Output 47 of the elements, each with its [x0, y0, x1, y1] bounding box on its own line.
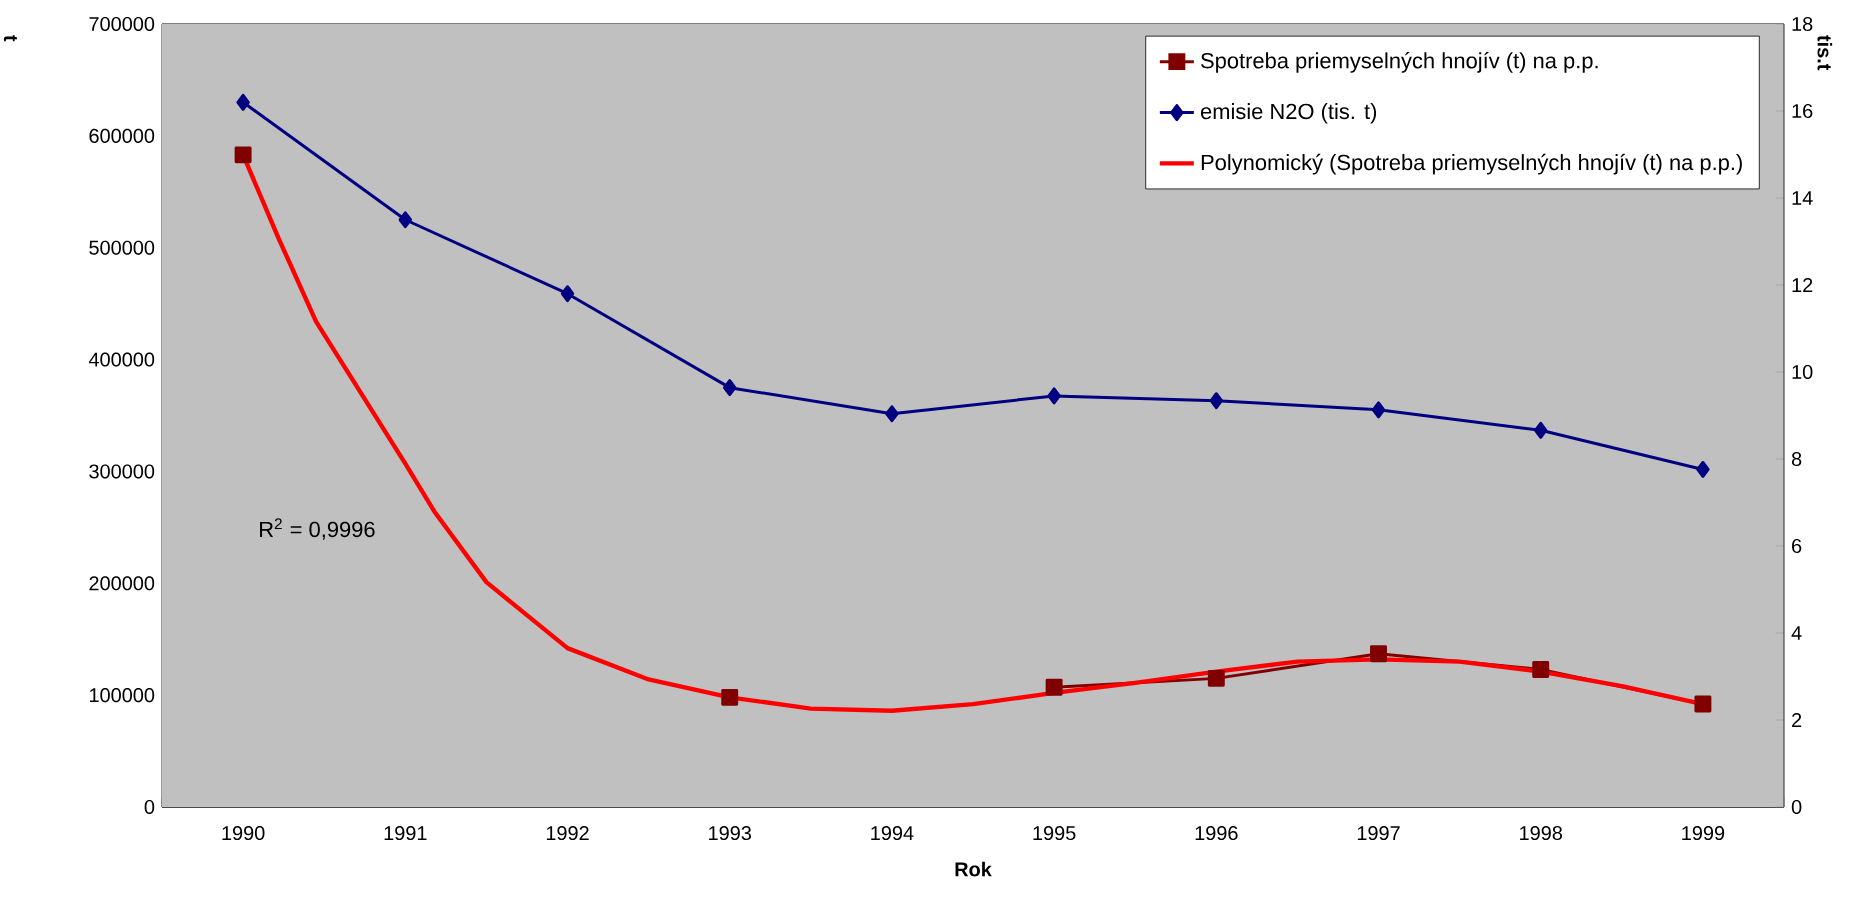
annotation: R$^{2}$ = 0,9996 — [260, 518, 375, 540]
point — [885, 405, 899, 423]
point — [236, 93, 250, 111]
point — [1696, 460, 1710, 478]
point — [1533, 421, 1548, 439]
x-tick-label: 1991 — [384, 826, 427, 841]
y-tick-label: 0 — [144, 799, 155, 815]
y2-tick-label: 6 — [1792, 538, 1802, 554]
x-tick-label: 1999 — [1682, 826, 1725, 841]
y-tick-label: 300000 — [89, 464, 155, 479]
point — [560, 285, 575, 303]
x-tick-label: 1992 — [546, 826, 589, 841]
point — [721, 688, 739, 706]
y-tick-label: 500000 — [89, 240, 155, 255]
y2-tick-label: 14 — [1792, 191, 1813, 205]
x-tick-label: 1994 — [871, 826, 914, 841]
y2-tick-label: 10 — [1792, 364, 1813, 380]
y2-tick-label: 0 — [1791, 799, 1802, 815]
y-tick-label: 100000 — [90, 688, 155, 703]
legend-label: Spotreba priemyselných hnojív (t) na p.p. — [1201, 52, 1598, 73]
y2-axis-title: tis.t — [1817, 35, 1833, 71]
y-tick-label: 600000 — [89, 128, 155, 143]
y2-tick-label: 2 — [1792, 713, 1802, 727]
y2-tick-label: 18 — [1792, 16, 1813, 32]
point — [1209, 392, 1224, 410]
y2-tick-label: 12 — [1792, 278, 1813, 292]
x-tick-label: 1997 — [1357, 826, 1400, 841]
y2-tick-label: 4 — [1791, 626, 1802, 640]
y2-tick-label: 8 — [1791, 451, 1802, 467]
legend-label: Polynomický (Spotreba priemyselných hnojív (t) na p.p.) — [1201, 153, 1742, 175]
x-tick-label: 1998 — [1520, 826, 1563, 841]
point — [398, 211, 413, 229]
y-tick-label: 400000 — [88, 352, 155, 367]
point — [1047, 387, 1061, 405]
y2-tick-label: 16 — [1792, 103, 1813, 119]
point — [722, 379, 737, 397]
point — [234, 146, 252, 164]
x-axis-title: Rok — [955, 861, 992, 877]
y-axis-title: t — [3, 35, 18, 42]
x-tick-label: 1995 — [1033, 826, 1076, 841]
x-tick-label: 1996 — [1195, 826, 1238, 841]
point — [1371, 401, 1386, 419]
y-tick-label: 700000 — [89, 16, 155, 32]
y-tick-label: 200000 — [89, 576, 155, 591]
x-tick-label: 1993 — [709, 826, 751, 841]
legend-label: emisie N2O (tis. t) — [1200, 103, 1377, 124]
x-tick-label: 1990 — [222, 826, 265, 841]
